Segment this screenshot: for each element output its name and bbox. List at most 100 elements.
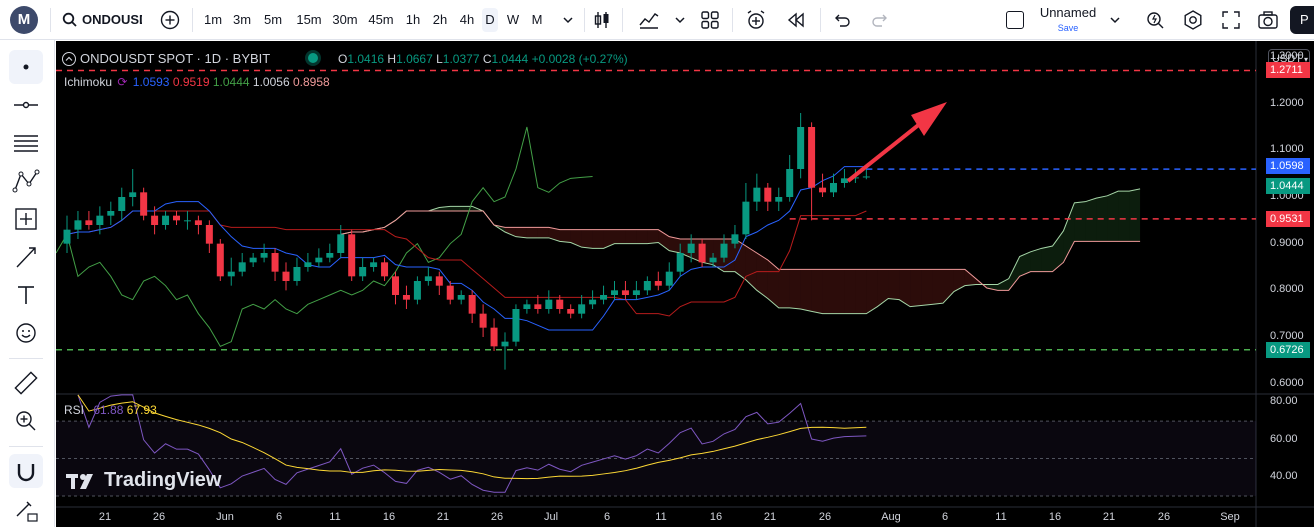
time-tick-label: 11 [655, 511, 667, 523]
ichimoku-cloud-segment [855, 269, 867, 314]
magnet-tool[interactable] [9, 454, 43, 488]
candle-body [293, 267, 301, 281]
time-tick-label: Aug [881, 511, 901, 523]
rsi-legend[interactable]: RSI 61.88 67.93 [64, 403, 157, 417]
cursor-tool[interactable] [9, 50, 43, 84]
compare-button[interactable] [158, 8, 182, 32]
layout-checkbox[interactable] [1006, 11, 1024, 29]
fullscreen-button[interactable] [1219, 8, 1243, 32]
currency-label: USDT [1272, 53, 1302, 65]
time-tick-label: 21 [98, 511, 112, 523]
chevron-up-icon[interactable] [62, 52, 76, 66]
layout-name-button[interactable]: Unnamed Save [1032, 4, 1104, 36]
settings-button[interactable] [1181, 8, 1205, 32]
divider [192, 8, 193, 32]
timeframe-m[interactable]: M [531, 12, 543, 27]
price-tick-label: 1.1000 [1270, 143, 1304, 156]
smiley-icon [16, 323, 36, 343]
emoji-tool[interactable] [9, 316, 43, 350]
candle-body [63, 229, 71, 244]
ichimoku-span-a-line [340, 188, 1141, 315]
timeframe-d[interactable]: D [482, 8, 498, 32]
chart-title[interactable]: ONDOUSDT SPOT · 1D · BYBIT [80, 51, 271, 66]
timeframe-15m[interactable]: 15m [296, 12, 322, 27]
timeframe-dropdown[interactable] [556, 8, 580, 32]
symbol-search[interactable]: ONDOUSDT [58, 8, 148, 32]
redo-button[interactable] [868, 8, 892, 32]
camera-icon [1258, 11, 1278, 29]
timeframe-1h[interactable]: 1h [405, 12, 421, 27]
price-chart[interactable] [56, 41, 1314, 527]
time-tick-label: 6 [275, 511, 283, 523]
timeframe-45m[interactable]: 45m [368, 12, 394, 27]
candle-body [271, 253, 279, 272]
price-tick-label: 1.2000 [1270, 96, 1304, 109]
app-logo[interactable]: M [10, 6, 38, 34]
timeframe-w[interactable]: W [506, 12, 520, 27]
search-icon [62, 12, 77, 27]
candle-body [567, 309, 575, 314]
ichimoku-lagging: 1.0444 [212, 75, 250, 89]
candle-body [512, 309, 520, 342]
ichimoku-cloud-segment [910, 269, 922, 307]
ichimoku-cloud-segment [888, 269, 900, 300]
text-tool[interactable] [9, 278, 43, 312]
ichimoku-cloud-segment [943, 269, 954, 304]
candle-body [129, 192, 137, 197]
text-icon [18, 286, 34, 304]
timeframe-2h[interactable]: 2h [432, 12, 448, 27]
brush-tool[interactable] [9, 240, 43, 274]
timeframe-3m[interactable]: 3m [232, 12, 252, 27]
quick-search-icon [1147, 12, 1164, 29]
ichimoku-span-b-line [340, 210, 1141, 291]
undo-button[interactable] [830, 8, 854, 32]
templates-button[interactable] [698, 8, 722, 32]
quick-search-button[interactable] [1143, 8, 1167, 32]
fib-tool[interactable] [9, 126, 43, 160]
timeframe-5m[interactable]: 5m [263, 12, 283, 27]
publish-button[interactable]: P [1290, 6, 1314, 34]
candle-body [775, 197, 783, 202]
ichimoku-cloud-segment [537, 227, 549, 238]
time-tick-label: 26 [1157, 511, 1171, 523]
chart-area[interactable]: ONDOUSDT SPOT · 1D · BYBIT O1.0416 H1.06… [56, 41, 1314, 527]
candle-body [402, 295, 410, 300]
candle-body [151, 215, 159, 225]
alert-button[interactable] [744, 8, 768, 32]
rsi-ma-line [77, 394, 867, 480]
ichimoku-cloud-segment [1019, 251, 1031, 277]
chart-type-button[interactable] [590, 8, 614, 32]
candle-body [731, 234, 739, 244]
timeframe-30m[interactable]: 30m [332, 12, 358, 27]
candle-body [260, 253, 268, 258]
candle-body [851, 177, 859, 179]
candle-body [600, 295, 608, 300]
ichimoku-cloud-segment [669, 236, 681, 253]
ichimoku-cloud-segment [570, 229, 582, 248]
candle-body [304, 262, 312, 267]
timeframe-4h[interactable]: 4h [459, 12, 475, 27]
layout-dropdown[interactable] [1103, 8, 1127, 32]
chevron-down-icon [563, 17, 573, 24]
timeframe-1m[interactable]: 1m [203, 12, 223, 27]
measure-tool[interactable] [9, 366, 43, 400]
ichimoku-cloud-segment [778, 269, 790, 308]
pattern-tool[interactable] [9, 164, 43, 198]
candle-body [162, 215, 170, 225]
rsi-label: RSI [64, 403, 85, 417]
ichimoku-cloud-segment [745, 246, 757, 291]
lock-drawings-tool[interactable] [9, 492, 43, 526]
ichimoku-cloud-segment [997, 278, 1009, 291]
replay-button[interactable] [784, 8, 808, 32]
zoom-tool[interactable] [9, 404, 43, 438]
indicators-button[interactable] [637, 8, 661, 32]
time-tick-label: 21 [436, 511, 450, 523]
ichimoku-legend[interactable]: Ichimoku ⟳ 1.0593 0.9519 1.0444 1.0056 0… [64, 75, 330, 89]
snapshot-button[interactable] [1256, 8, 1280, 32]
ichimoku-cloud-segment [1074, 201, 1086, 242]
trend-line-tool[interactable] [9, 88, 43, 122]
magnet-icon [17, 464, 35, 482]
indicators-dropdown[interactable] [668, 8, 692, 32]
forecast-tool[interactable] [9, 202, 43, 236]
candle-body [183, 220, 191, 222]
